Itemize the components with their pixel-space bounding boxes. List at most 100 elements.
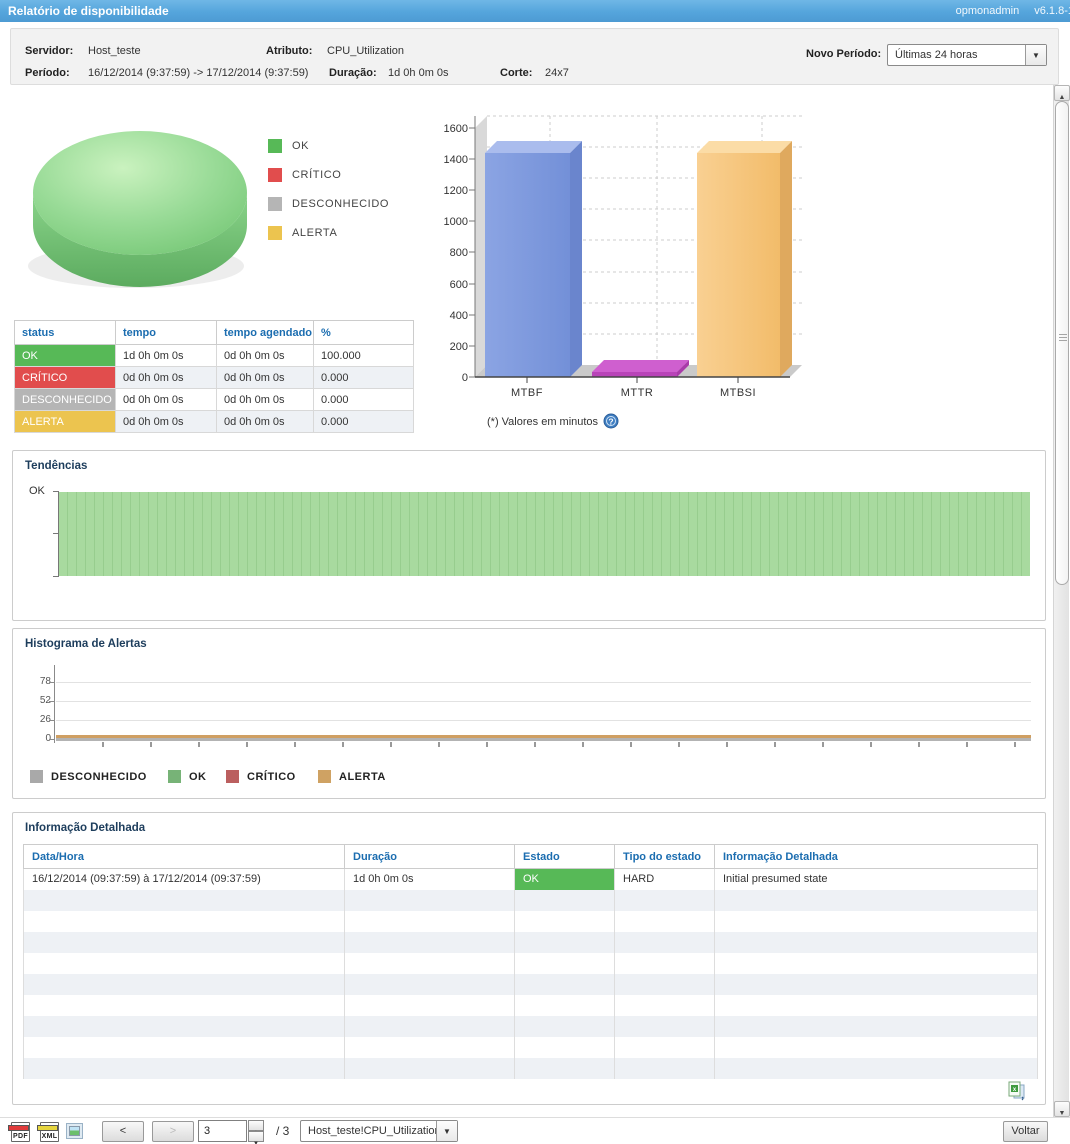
hg-axis-tick <box>49 739 54 740</box>
col-estado: Estado <box>514 844 615 869</box>
svg-text:MTBF: MTBF <box>511 387 543 399</box>
hg-ytick-26: 26 <box>39 714 51 725</box>
legend-swatch-ok <box>268 139 282 153</box>
app-version: v6.1.8-1 <box>1034 5 1070 17</box>
pie-top-ok-slice <box>33 131 247 255</box>
svg-text:MTTR: MTTR <box>621 387 654 399</box>
col-data-hora: Data/Hora <box>23 844 345 869</box>
trend-axis-tick <box>53 533 58 534</box>
prev-page-button[interactable]: < <box>102 1121 144 1142</box>
report-selector-arrow-button[interactable]: ▼ <box>436 1121 457 1141</box>
bar-chart-unit-note: (*) Valores em minutos <box>487 416 599 428</box>
periodo-select[interactable]: Últimas 24 horas ▼ <box>887 44 1047 66</box>
legend-label-alerta: ALERTA <box>292 227 338 239</box>
table-row <box>23 973 1038 995</box>
pie-side-ok-slice <box>33 193 247 287</box>
legend-label-ok: OK <box>292 140 310 152</box>
corte-value: 24x7 <box>545 67 569 79</box>
periodo-value: 16/12/2014 (9:37:59) -> 17/12/2014 (9:37… <box>88 67 309 79</box>
excel-export-icon[interactable]: x <box>1007 1081 1027 1101</box>
duracao-value: 1d 0h 0m 0s <box>388 67 449 79</box>
tempo-cell: 0d 0h 0m 0s <box>115 366 217 389</box>
tempo-cell: 0d 0h 0m 0s <box>115 410 217 433</box>
bar-mtbf <box>485 141 582 377</box>
histograma-title: Histograma de Alertas <box>25 638 147 650</box>
svg-text:1000: 1000 <box>444 216 468 228</box>
y-tick-labels: 0 200 400 600 800 1000 1200 1400 1600 <box>444 123 468 384</box>
vertical-scrollbar[interactable]: ▲ ▼ <box>1053 85 1070 1118</box>
detalhes-title: Informação Detalhada <box>25 822 146 834</box>
hg-legend-swatch-critico <box>226 770 239 783</box>
legend-label-desconhecido: DESCONHECIDO <box>292 198 390 210</box>
servidor-label: Servidor: <box>25 45 74 57</box>
chevron-down-icon: ▼ <box>443 1127 451 1136</box>
pct-cell: 0.000 <box>313 410 414 433</box>
pdf-export-icon[interactable]: PDF <box>8 1122 32 1143</box>
status-cell-desconhecido: DESCONHECIDO <box>14 388 116 411</box>
scroll-up-icon: ▲ <box>1058 94 1066 101</box>
xml-icon-label: XML <box>41 1133 58 1140</box>
chevron-down-icon: ▼ <box>1032 51 1040 60</box>
xml-export-icon[interactable]: XML <box>37 1122 61 1143</box>
col-tipo-do-estado: Tipo do estado <box>614 844 715 869</box>
gridline <box>56 720 1031 721</box>
scroll-down-button[interactable]: ▼ <box>1054 1101 1070 1117</box>
svg-text:x: x <box>1013 1087 1017 1093</box>
legend-swatch-desconhecido <box>268 197 282 211</box>
table-row <box>23 889 1038 911</box>
status-cell-ok: OK <box>14 344 116 367</box>
table-row: CRÍTICO 0d 0h 0m 0s 0d 0h 0m 0s 0.000 <box>14 366 414 389</box>
hg-desconhecido-zero-line <box>56 738 1031 741</box>
table-row <box>23 1036 1038 1058</box>
scrollbar-thumb[interactable] <box>1055 101 1069 585</box>
pdf-icon-label: PDF <box>13 1133 28 1140</box>
user-version-info: opmonadmin v6.1.8-1 <box>944 5 1070 17</box>
legend-label-critico: CRÍTICO <box>292 169 342 181</box>
detail-table: Data/Hora Duração Estado Tipo do estado … <box>23 844 1038 1079</box>
tipo-estado-cell: HARD <box>614 868 715 890</box>
scroll-down-icon: ▼ <box>1058 1110 1066 1117</box>
report-selector[interactable]: Host_teste!CPU_Utilization ▼ <box>300 1120 458 1142</box>
scroll-up-button[interactable]: ▲ <box>1054 85 1070 101</box>
trend-y-axis <box>58 491 59 577</box>
next-page-button[interactable]: > <box>152 1121 194 1142</box>
informacao-detalhada-panel: Informação Detalhada Data/Hora Duração E… <box>12 812 1046 1105</box>
spinner-up-button[interactable]: ▲ <box>248 1120 264 1136</box>
hg-legend-label-critico: CRÍTICO <box>247 771 296 783</box>
next-page-label: > <box>169 1125 177 1137</box>
page-spinner: ▲ ▼ <box>248 1120 264 1144</box>
status-table-header-row: status tempo tempo agendado % <box>14 320 414 345</box>
spinner-down-icon: ▼ <box>253 1141 259 1144</box>
svg-text:0: 0 <box>462 372 468 384</box>
page-title: Relatório de disponibilidade <box>8 4 169 18</box>
table-row: OK 1d 0h 0m 0s 0d 0h 0m 0s 100.000 <box>14 344 414 367</box>
bar-mtbsi <box>697 141 792 377</box>
tempo-cell: 0d 0h 0m 0s <box>115 388 217 411</box>
help-icon[interactable]: ? <box>603 413 619 429</box>
trend-axis-tick <box>53 491 58 492</box>
report-header-panel <box>10 28 1059 85</box>
spinner-down-button[interactable]: ▼ <box>248 1131 264 1144</box>
svg-text:?: ? <box>608 417 613 427</box>
availability-pie-chart <box>28 131 247 288</box>
estado-cell: OK <box>514 868 615 890</box>
col-duracao: Duração <box>344 844 515 869</box>
image-export-icon[interactable] <box>66 1123 83 1139</box>
page-number-input[interactable] <box>198 1120 247 1142</box>
table-row <box>23 1015 1038 1037</box>
category-labels: MTBF MTTR MTBSI <box>511 387 756 399</box>
hg-legend-swatch-ok <box>168 770 181 783</box>
svg-text:400: 400 <box>450 310 468 322</box>
gridline <box>56 701 1031 702</box>
periodo-select-arrow-button[interactable]: ▼ <box>1025 45 1046 65</box>
trend-axis-tick <box>53 576 58 577</box>
status-summary-table: status tempo tempo agendado % OK 1d 0h 0… <box>14 320 414 433</box>
tempo-agendado-cell: 0d 0h 0m 0s <box>216 366 314 389</box>
table-row: ALERTA 0d 0h 0m 0s 0d 0h 0m 0s 0.000 <box>14 410 414 433</box>
voltar-button[interactable]: Voltar <box>1003 1121 1048 1142</box>
status-cell-alerta: ALERTA <box>14 410 116 433</box>
hg-ytick-0: 0 <box>21 733 51 744</box>
hg-x-axis-ticks <box>56 742 1031 747</box>
hg-axis-tick <box>49 720 54 721</box>
